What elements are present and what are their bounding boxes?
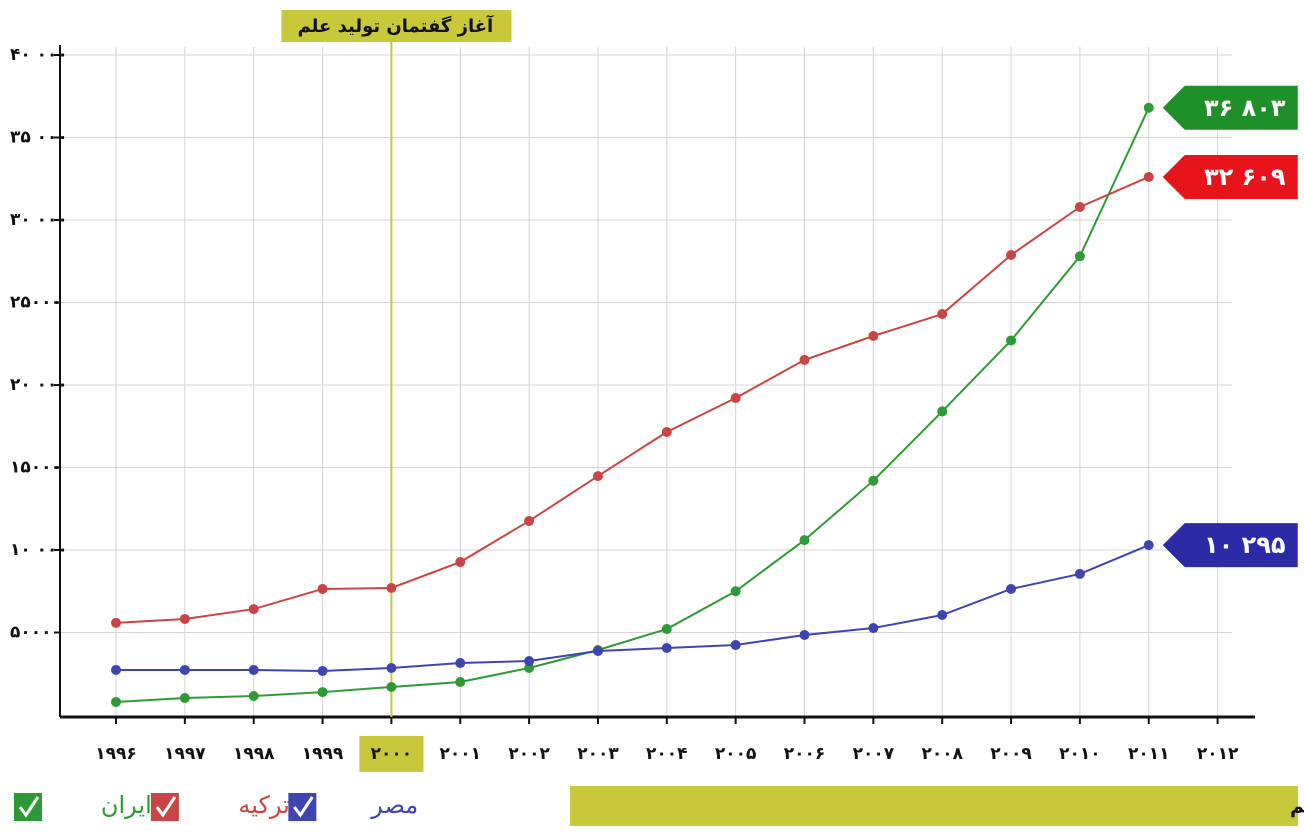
y-tick-label: ۱۰ ۰۰۰ (10, 540, 68, 560)
point (799, 629, 810, 640)
x-tick-label: ۲۰۰۳ (577, 744, 619, 764)
legend-label: ایران (101, 791, 152, 819)
series-line (115, 176, 1150, 624)
point (1143, 102, 1154, 113)
x-tick-label: ۲۰۰۸ (921, 744, 963, 764)
x-tick-label: ۲۰۰۱ (439, 744, 481, 764)
point (592, 645, 603, 656)
point (524, 662, 535, 673)
y-tick-label: ۲۰ ۰۰۰ (10, 375, 68, 395)
point (179, 613, 190, 624)
legend-check (155, 796, 177, 818)
point (937, 309, 948, 320)
legend-label: مصر (370, 791, 418, 819)
x-tick-label: ۲۰۰۵ (715, 744, 757, 764)
chart-title: نمودار رشد تعداد مقالات علمی ایران همزما… (1290, 795, 1304, 818)
point (868, 475, 879, 486)
x-tick-label: ۲۰۰۲ (508, 744, 550, 764)
series-line (116, 544, 1150, 672)
x-tick-label: ۱۹۹۷ (164, 744, 206, 764)
point (317, 583, 328, 594)
point (386, 662, 397, 673)
point (730, 586, 741, 597)
point (799, 535, 810, 546)
annotation-label: آغاز گفتمان تولید علم (298, 14, 494, 37)
title-box (570, 786, 1298, 826)
x-tick-label: ۲۰۱۲ (1197, 744, 1239, 764)
point (455, 677, 466, 687)
point (455, 658, 466, 669)
y-tick-label: ۲۵۰۰۰ (10, 293, 62, 313)
point (1143, 540, 1154, 551)
x-tick-label: ۲۰۱۰ (1059, 744, 1101, 764)
x-tick-label: ۱۹۹۹ (302, 744, 344, 764)
point (1074, 568, 1085, 579)
legend-check (293, 796, 314, 818)
point (937, 406, 948, 417)
value-label: ۱۰ ۲۹۵ (1204, 531, 1286, 559)
point (248, 691, 259, 702)
point (730, 640, 741, 651)
point (1006, 249, 1017, 260)
x-tick-label: ۲۰۰۷ (853, 744, 895, 764)
point (248, 604, 259, 615)
point (248, 664, 259, 675)
point (730, 393, 741, 404)
point (455, 557, 466, 568)
highlight-tick (359, 736, 424, 772)
point (1074, 251, 1085, 262)
point (111, 664, 121, 675)
value-label: ۳۶ ۸۰۳ (1204, 94, 1286, 122)
point (1006, 335, 1017, 346)
point (179, 693, 190, 704)
point (524, 515, 535, 526)
y-tick-label: ۵۰۰۰ (10, 623, 52, 643)
point (661, 643, 672, 654)
legend-item: ایران (14, 791, 152, 821)
legend-item: مصر (288, 791, 418, 821)
value-callout (1162, 523, 1298, 568)
point (317, 687, 328, 698)
x-tick-label: ۱۹۹۶ (95, 744, 137, 764)
point (179, 664, 190, 675)
x-tick-label: ۲۰۰۶ (784, 744, 826, 764)
x-tick-label: ۲۰۱۱ (1128, 744, 1170, 764)
point (524, 656, 535, 667)
point (317, 665, 328, 676)
point (1006, 583, 1017, 594)
point (661, 427, 672, 438)
value-callout (1162, 154, 1298, 199)
annotation-box (281, 10, 512, 42)
point (1143, 171, 1154, 182)
value-callout (1162, 85, 1298, 130)
point (799, 354, 810, 365)
x-tick-label: ۱۹۹۸ (233, 744, 275, 764)
y-tick-label: ۱۵۰۰۰ (10, 458, 62, 478)
value-label: ۳۲ ۶۰۹ (1204, 163, 1286, 191)
point (661, 624, 672, 635)
x-tick-label: ۲۰۰۰ (371, 744, 413, 764)
y-tick-label: ۳۵ ۰۰۰ (10, 128, 68, 148)
point (868, 330, 879, 341)
point (111, 617, 121, 628)
legend-item: ترکیه (150, 791, 290, 821)
point (386, 681, 397, 692)
legend-check (18, 796, 40, 818)
point (592, 471, 603, 482)
x-tick-label: ۲۰۰۴ (646, 744, 688, 764)
point (111, 696, 121, 707)
legend-label: ترکیه (238, 791, 289, 819)
point (1074, 201, 1085, 212)
series-line (115, 107, 1150, 703)
y-tick-label: ۳۰ ۰۰۰ (10, 210, 68, 230)
point (937, 610, 948, 621)
y-tick-label: ۴۰ ۰۰۰ (10, 45, 68, 65)
point (386, 582, 397, 593)
point (868, 623, 879, 634)
x-tick-label: ۲۰۰۹ (990, 744, 1032, 764)
